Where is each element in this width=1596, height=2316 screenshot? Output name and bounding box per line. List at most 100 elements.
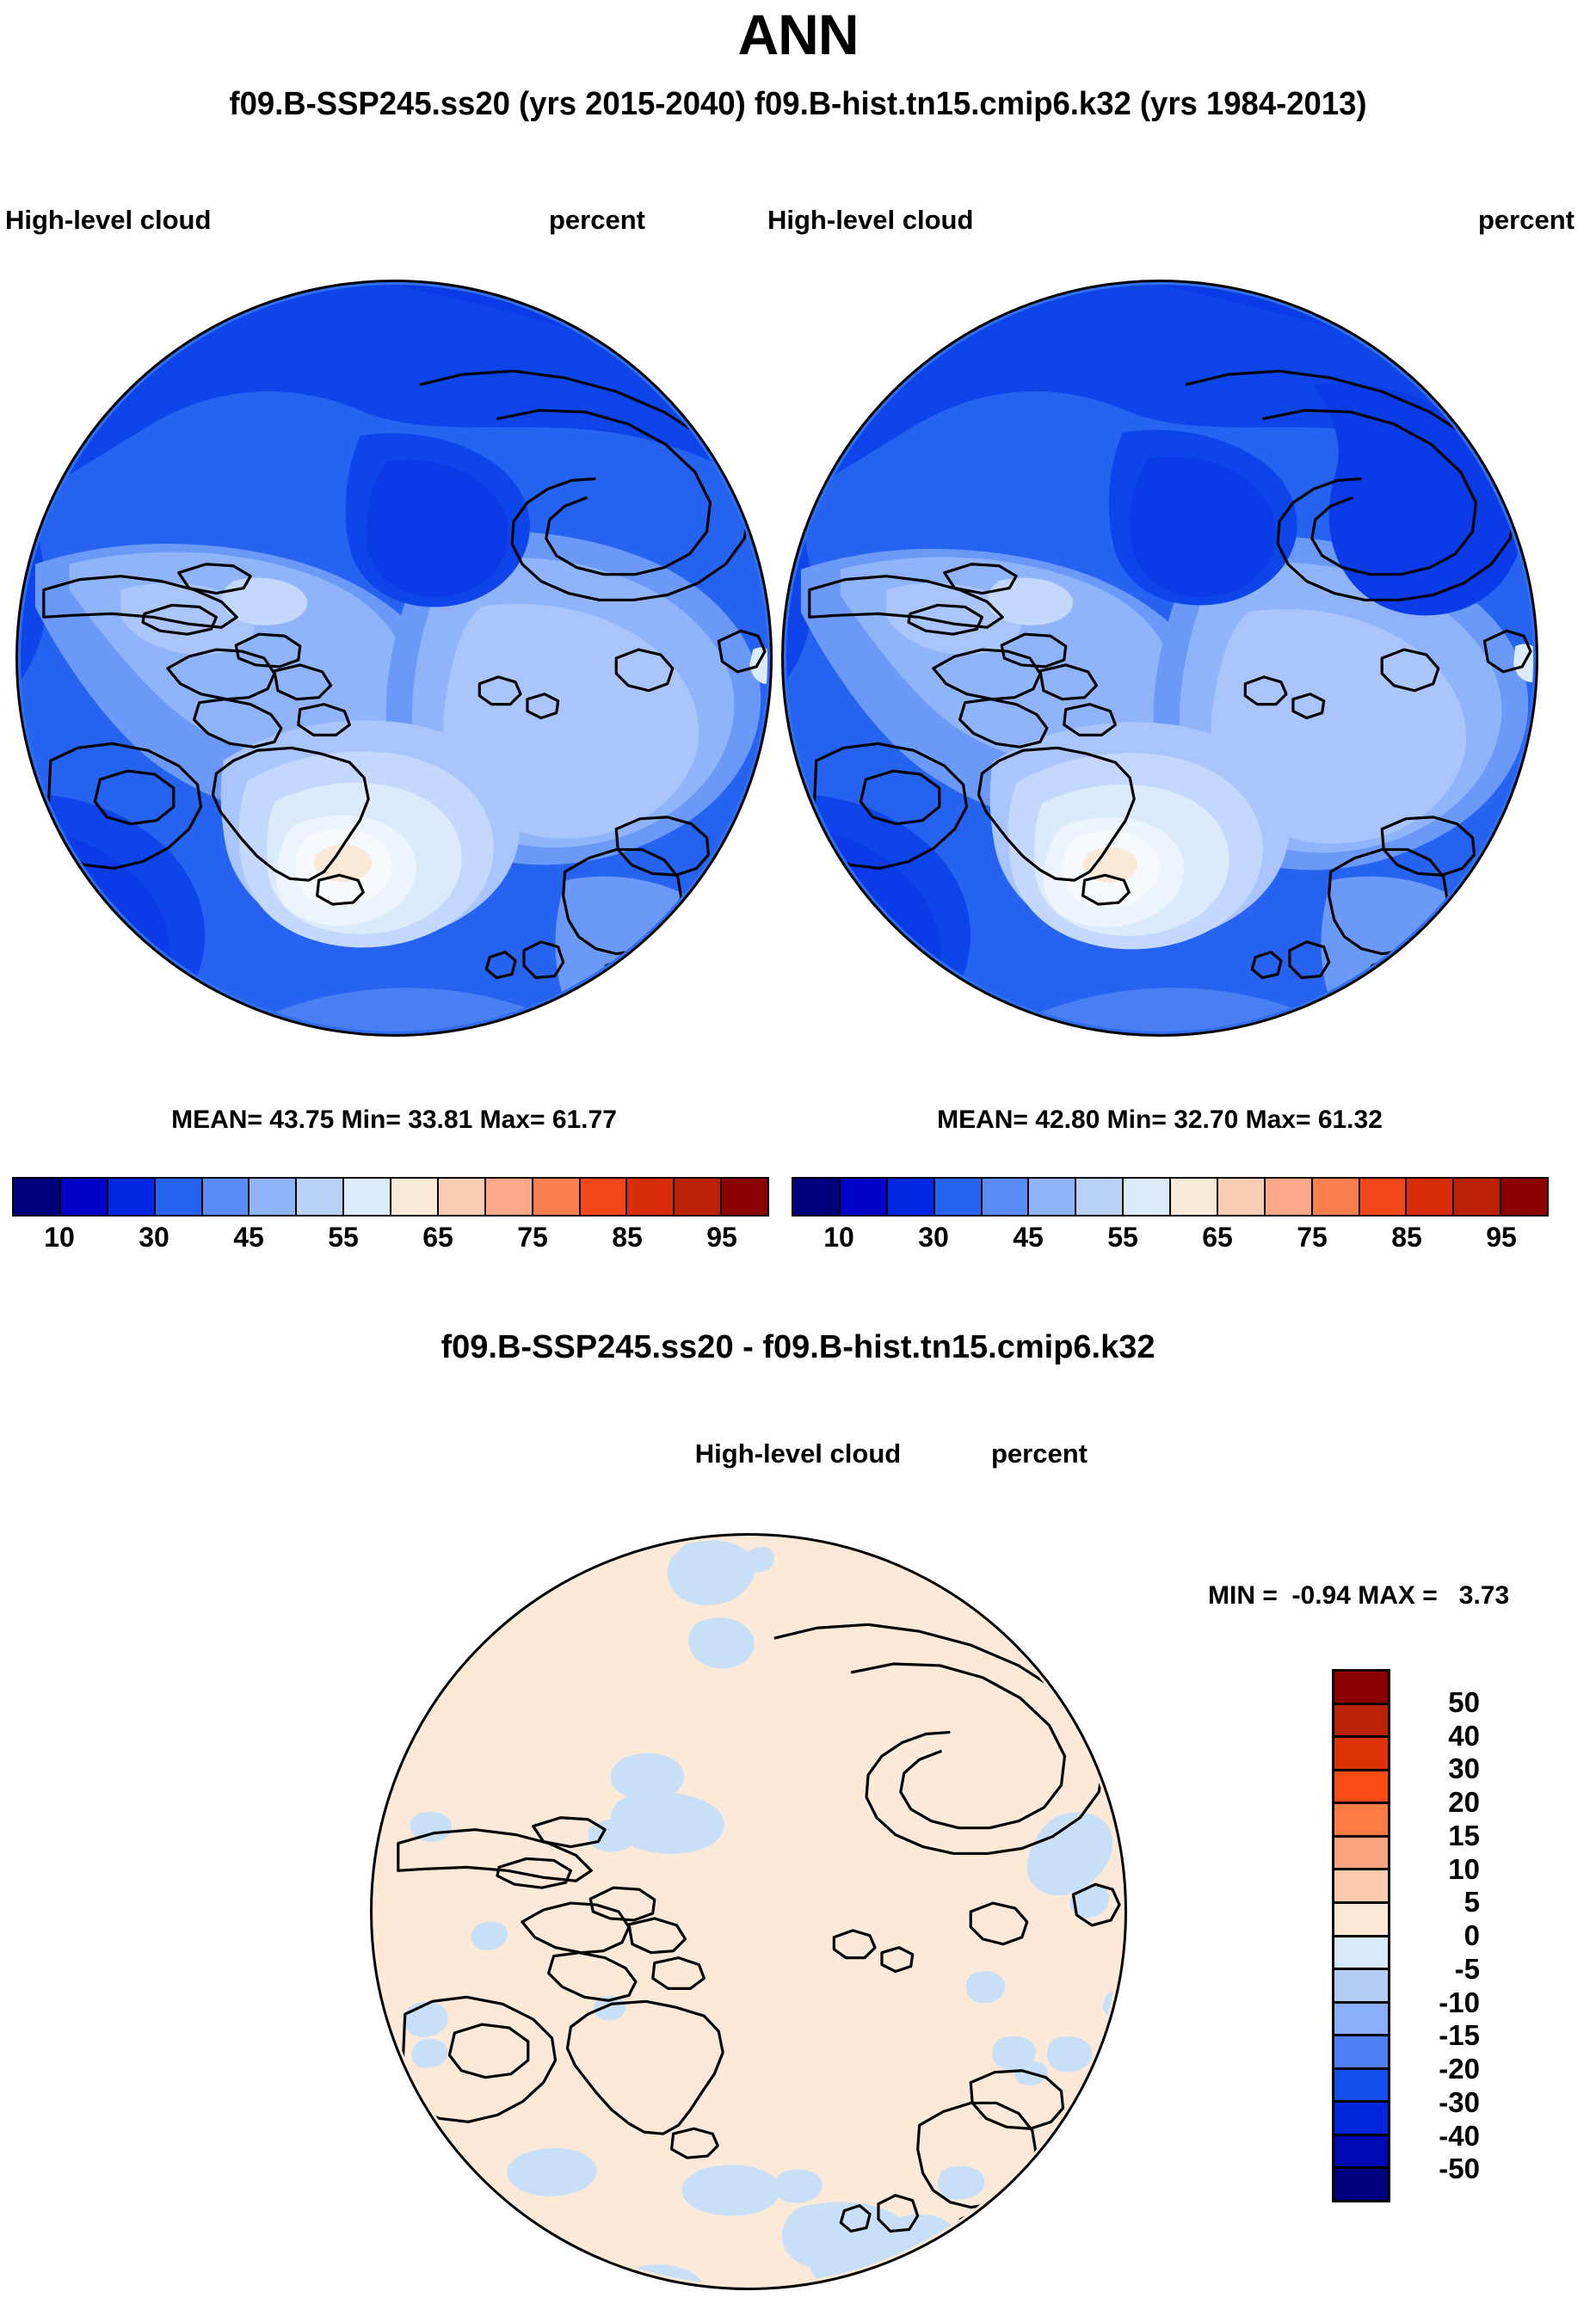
colorbar-tick-label: 95 — [1486, 1222, 1517, 1253]
colorbar-tick-label: 75 — [1297, 1222, 1328, 1253]
difference-colorbar-swatch — [1334, 1704, 1388, 1739]
colorbar-swatch — [1124, 1179, 1171, 1215]
colorbar-tick-label: 85 — [1391, 1222, 1422, 1253]
left-colorbar-ticks: 10 30 45 55 65 75 85 95 — [12, 1222, 769, 1261]
colorbar-tick-label: 55 — [328, 1222, 359, 1253]
colorbar-swatch — [202, 1179, 250, 1215]
globe-left — [15, 280, 773, 1037]
colorbar-swatch — [793, 1179, 841, 1215]
colorbar-swatch — [14, 1179, 61, 1215]
colorbar-swatch — [1265, 1179, 1313, 1215]
colorbar-swatch — [250, 1179, 298, 1215]
right-colorbar-swatches — [792, 1177, 1549, 1217]
colorbar-tick-label: 65 — [1202, 1222, 1233, 1253]
right-colorbar-ticks: 10 30 45 55 65 75 85 95 — [792, 1222, 1549, 1261]
difference-colorbar-tick-label: 5 — [1464, 1886, 1480, 1919]
colorbar-swatch — [391, 1179, 439, 1215]
difference-colorbar-swatch — [1334, 2003, 1388, 2037]
colorbar-swatch — [155, 1179, 203, 1215]
difference-colorbar-swatch — [1334, 1903, 1388, 1937]
difference-colorbar-swatch — [1334, 2069, 1388, 2103]
difference-colorbar-swatch — [1334, 1672, 1388, 1705]
difference-colorbar-tick-label: 15 — [1448, 1819, 1480, 1851]
difference-colorbar-tick-label: -20 — [1439, 2053, 1480, 2085]
difference-colorbar-swatch — [1334, 1837, 1388, 1871]
colorbar-swatch — [297, 1179, 345, 1215]
colorbar-swatch — [108, 1179, 156, 1215]
difference-colorbar: 50 40 30 20 15 10 5 0 -5 -10 -15 -20 -30 -40 -50 — [1332, 1669, 1513, 2202]
right-colorbar: 10 30 45 55 65 75 85 95 — [792, 1177, 1549, 1278]
difference-colorbar-swatch — [1334, 2135, 1388, 2170]
difference-colorbar-ticks: 50 40 30 20 15 10 5 0 -5 -10 -15 -20 -30 -40 -50 — [1397, 1669, 1509, 2202]
difference-colorbar-tick-label: 40 — [1448, 1719, 1480, 1752]
colorbar-tick-label: 65 — [422, 1222, 453, 1253]
colorbar-swatch — [627, 1179, 675, 1215]
colorbar-swatch — [60, 1179, 108, 1215]
colorbar-tick-label: 10 — [823, 1222, 854, 1253]
colorbar-swatch — [1029, 1179, 1077, 1215]
colorbar-swatch — [934, 1179, 983, 1215]
difference-colorbar-swatch — [1334, 1937, 1388, 1971]
colorbar-swatch — [344, 1179, 391, 1215]
colorbar-tick-label: 10 — [44, 1222, 75, 1253]
colorbar-swatch — [1501, 1179, 1547, 1215]
difference-colorbar-swatch — [1334, 2103, 1388, 2136]
colorbar-swatch — [580, 1179, 628, 1215]
colorbar-swatch — [1076, 1179, 1125, 1215]
difference-colorbar-tick-label: -5 — [1454, 1952, 1480, 1985]
difference-colorbar-swatch — [1334, 1870, 1388, 1904]
colorbar-tick-label: 45 — [233, 1222, 264, 1253]
difference-colorbar-tick-label: -30 — [1439, 2085, 1480, 2118]
difference-colorbar-swatch — [1334, 1970, 1388, 2004]
colorbar-swatch — [982, 1179, 1030, 1215]
difference-colorbar-tick-label: -10 — [1439, 1986, 1480, 2018]
difference-units-label: percent — [991, 1438, 1088, 1469]
difference-colorbar-swatch — [1334, 1804, 1388, 1838]
right-polar-map — [781, 280, 1538, 1037]
colorbar-swatch — [887, 1179, 935, 1215]
colorbar-swatch — [438, 1179, 486, 1215]
difference-colorbar-tick-label: 20 — [1448, 1786, 1480, 1818]
colorbar-swatch — [533, 1179, 581, 1215]
right-panel-units-label: percent — [1478, 205, 1574, 235]
difference-colorbar-swatch — [1334, 1738, 1388, 1771]
left-polar-map — [15, 280, 773, 1037]
left-panel-stats: MEAN= 43.75 Min= 33.81 Max= 61.77 — [171, 1106, 617, 1134]
colorbar-swatch — [1407, 1179, 1455, 1215]
page-title: ANN — [737, 3, 860, 66]
left-colorbar: 10 30 45 55 65 75 85 95 — [12, 1177, 769, 1278]
case-subtitle: f09.B-SSP245.ss20 (yrs 2015-2040) f09.B-… — [229, 86, 1367, 122]
difference-colorbar-swatch — [1334, 1771, 1388, 1805]
colorbar-tick-label: 85 — [612, 1222, 643, 1253]
difference-colorbar-swatches — [1332, 1669, 1390, 2202]
colorbar-swatch — [1359, 1179, 1408, 1215]
difference-colorbar-swatch — [1334, 2036, 1388, 2070]
difference-colorbar-tick-label: 50 — [1448, 1685, 1480, 1718]
colorbar-swatch — [675, 1179, 723, 1215]
right-panel-stats: MEAN= 42.80 Min= 32.70 Max= 61.32 — [937, 1106, 1383, 1134]
right-panel-field-label: High-level cloud — [767, 205, 974, 235]
colorbar-tick-label: 75 — [517, 1222, 548, 1253]
difference-colorbar-swatch — [1334, 2169, 1388, 2200]
left-panel-units-label: percent — [549, 205, 645, 235]
colorbar-swatch — [485, 1179, 533, 1215]
globe-difference — [370, 1533, 1127, 2290]
colorbar-swatch — [1454, 1179, 1502, 1215]
globe-right — [781, 280, 1538, 1037]
left-colorbar-swatches — [12, 1177, 769, 1217]
difference-colorbar-tick-label: 10 — [1448, 1852, 1480, 1885]
colorbar-swatch — [1217, 1179, 1266, 1215]
colorbar-tick-label: 55 — [1107, 1222, 1138, 1253]
difference-colorbar-tick-label: -50 — [1439, 2153, 1480, 2185]
difference-minmax: MIN = -0.94 MAX = 3.73 — [1208, 1581, 1510, 1610]
difference-colorbar-tick-label: -15 — [1439, 2019, 1480, 2052]
difference-colorbar-tick-label: 0 — [1464, 1919, 1480, 1951]
left-panel-field-label: High-level cloud — [5, 205, 212, 235]
difference-title: f09.B-SSP245.ss20 - f09.B-hist.tn15.cmip… — [441, 1329, 1155, 1365]
colorbar-tick-label: 30 — [918, 1222, 949, 1253]
difference-colorbar-tick-label: 30 — [1448, 1752, 1480, 1785]
colorbar-swatch — [1171, 1179, 1218, 1215]
difference-colorbar-tick-label: -40 — [1439, 2119, 1480, 2152]
colorbar-tick-label: 95 — [706, 1222, 737, 1253]
colorbar-swatch — [722, 1179, 767, 1215]
